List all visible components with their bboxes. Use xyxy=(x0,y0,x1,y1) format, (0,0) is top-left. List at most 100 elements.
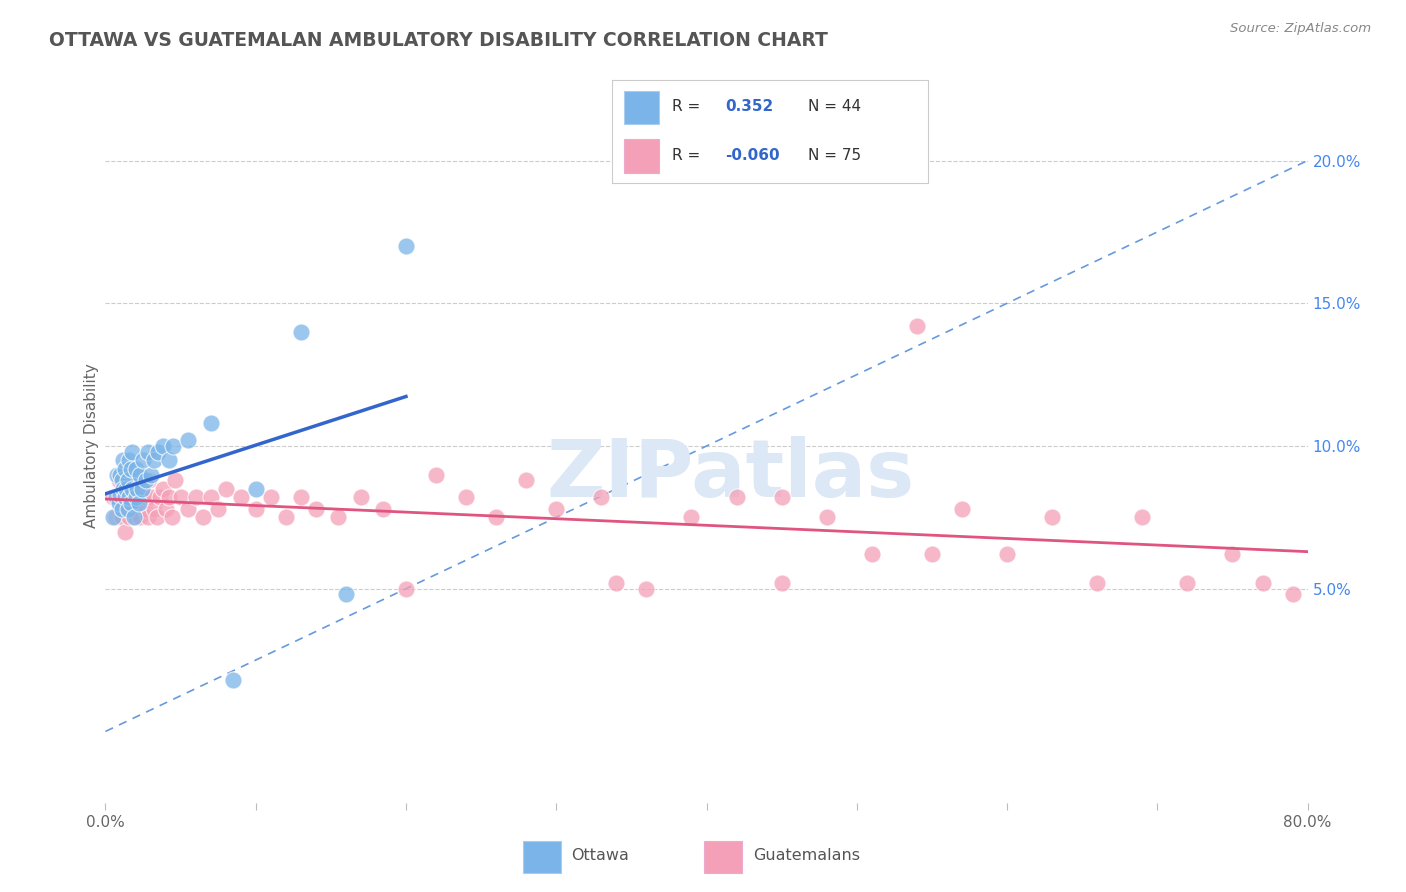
Point xyxy=(117,491,139,505)
Point xyxy=(950,501,973,516)
Point xyxy=(815,510,838,524)
Point xyxy=(636,582,658,596)
Point xyxy=(995,548,1018,562)
Point xyxy=(207,501,229,516)
Point xyxy=(107,467,129,482)
Bar xyxy=(624,139,659,173)
Point xyxy=(157,453,180,467)
Point xyxy=(1281,587,1303,601)
Text: R =: R = xyxy=(672,148,700,162)
Point xyxy=(108,496,131,510)
Point xyxy=(146,444,169,458)
Text: N = 75: N = 75 xyxy=(808,148,860,162)
Point xyxy=(136,444,159,458)
Point xyxy=(605,576,627,591)
Point xyxy=(118,453,141,467)
Point xyxy=(214,482,236,496)
Point xyxy=(921,548,943,562)
Point xyxy=(148,491,170,505)
Text: 0.352: 0.352 xyxy=(725,99,773,114)
Point xyxy=(169,491,191,505)
Point xyxy=(184,491,207,505)
Point xyxy=(101,491,124,505)
Point xyxy=(139,491,162,505)
Point xyxy=(131,482,153,496)
Point xyxy=(114,462,136,476)
Point xyxy=(125,482,148,496)
Point xyxy=(121,482,143,496)
Text: Ottawa: Ottawa xyxy=(571,848,630,863)
Bar xyxy=(704,841,742,873)
Point xyxy=(129,510,152,524)
Point xyxy=(152,482,174,496)
Point xyxy=(515,473,537,487)
Text: OTTAWA VS GUATEMALAN AMBULATORY DISABILITY CORRELATION CHART: OTTAWA VS GUATEMALAN AMBULATORY DISABILI… xyxy=(49,31,828,50)
Point xyxy=(135,473,157,487)
Point xyxy=(131,491,153,505)
Point xyxy=(121,501,143,516)
Point xyxy=(112,482,135,496)
Text: Source: ZipAtlas.com: Source: ZipAtlas.com xyxy=(1230,22,1371,36)
Point xyxy=(145,510,167,524)
Point xyxy=(112,491,135,505)
Point xyxy=(245,482,267,496)
Point xyxy=(177,434,200,448)
Point xyxy=(229,491,252,505)
Text: R =: R = xyxy=(672,99,700,114)
Point xyxy=(681,510,703,524)
Point xyxy=(101,510,124,524)
Point xyxy=(115,482,138,496)
Point xyxy=(122,510,145,524)
Point xyxy=(157,491,180,505)
Point xyxy=(142,501,165,516)
Point xyxy=(124,462,146,476)
Point xyxy=(260,491,283,505)
Point xyxy=(373,501,395,516)
Point xyxy=(111,510,134,524)
Point xyxy=(104,491,127,505)
Point xyxy=(177,501,200,516)
Point xyxy=(104,510,127,524)
Point xyxy=(121,444,143,458)
Point xyxy=(122,482,145,496)
Point xyxy=(134,501,156,516)
Point xyxy=(1222,548,1244,562)
Point xyxy=(591,491,613,505)
Point xyxy=(162,439,184,453)
Point xyxy=(350,491,373,505)
Point xyxy=(108,473,131,487)
Point xyxy=(200,416,222,430)
Point xyxy=(120,462,142,476)
Point xyxy=(290,491,312,505)
Point xyxy=(200,491,222,505)
Point xyxy=(1085,576,1108,591)
Point xyxy=(163,473,186,487)
Point xyxy=(425,467,447,482)
Point xyxy=(485,510,508,524)
Point xyxy=(454,491,477,505)
Point xyxy=(117,473,139,487)
Point xyxy=(120,496,142,510)
Point xyxy=(125,491,148,505)
Point xyxy=(152,439,174,453)
Point xyxy=(111,501,134,516)
Point xyxy=(328,510,350,524)
Point xyxy=(245,501,267,516)
Point xyxy=(124,510,146,524)
Point xyxy=(155,501,177,516)
Text: Guatemalans: Guatemalans xyxy=(754,848,860,863)
Point xyxy=(112,453,135,467)
Point xyxy=(1130,510,1153,524)
Point xyxy=(290,325,312,339)
Point xyxy=(114,491,136,505)
Point xyxy=(110,467,132,482)
Bar xyxy=(624,91,659,124)
Text: ZIPatlas: ZIPatlas xyxy=(547,435,915,514)
Point xyxy=(136,510,159,524)
Point xyxy=(120,491,142,505)
Point xyxy=(129,467,152,482)
Point xyxy=(546,501,568,516)
Point xyxy=(135,491,157,505)
Point xyxy=(114,524,136,539)
Point xyxy=(117,501,139,516)
